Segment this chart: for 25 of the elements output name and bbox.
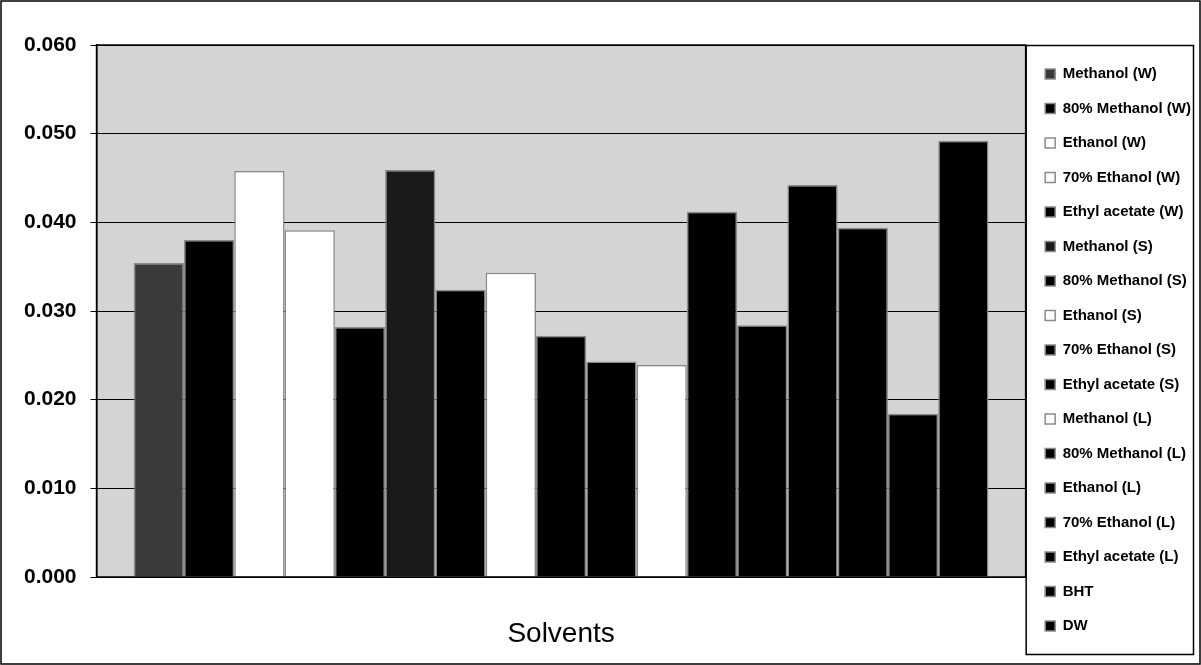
legend-label: 80% Methanol (W) xyxy=(1062,98,1192,116)
legend-label: 70% Ethanol (W) xyxy=(1062,167,1181,185)
legend-label: BHT xyxy=(1062,581,1094,599)
x-axis-title: Solvents xyxy=(507,616,615,648)
legend-label: Ethyl acetate (S) xyxy=(1062,374,1180,392)
legend-label: Ethyl acetate (L) xyxy=(1062,547,1179,565)
legend-label: Ethyl acetate (W) xyxy=(1062,202,1184,220)
legend-label: Ethanol (W) xyxy=(1062,133,1146,151)
legend-label: Ethanol (L) xyxy=(1062,478,1141,496)
y-tick-label: 0.050 xyxy=(23,120,77,144)
legend-label: 70% Ethanol (L) xyxy=(1062,512,1176,530)
legend-label: 80% Methanol (L) xyxy=(1062,443,1187,461)
y-tick-label: 0.010 xyxy=(23,475,77,499)
y-tick-label: 0.020 xyxy=(23,386,77,410)
legend-label: Methanol (L) xyxy=(1062,409,1152,427)
y-tick-label: 0.040 xyxy=(23,209,77,233)
y-tick-label: 0.030 xyxy=(23,297,77,321)
legend-label: 70% Ethanol (S) xyxy=(1062,340,1177,358)
legend-label: DW xyxy=(1062,616,1089,634)
legend-label: Ethanol (S) xyxy=(1062,305,1142,323)
y-tick-label: 0.000 xyxy=(23,563,77,587)
legend-label: Methanol (W) xyxy=(1062,64,1157,82)
legend-label: 80% Methanol (S) xyxy=(1062,271,1187,289)
legend-label: Methanol (S) xyxy=(1062,236,1153,254)
y-tick-label: 0.060 xyxy=(23,31,77,55)
